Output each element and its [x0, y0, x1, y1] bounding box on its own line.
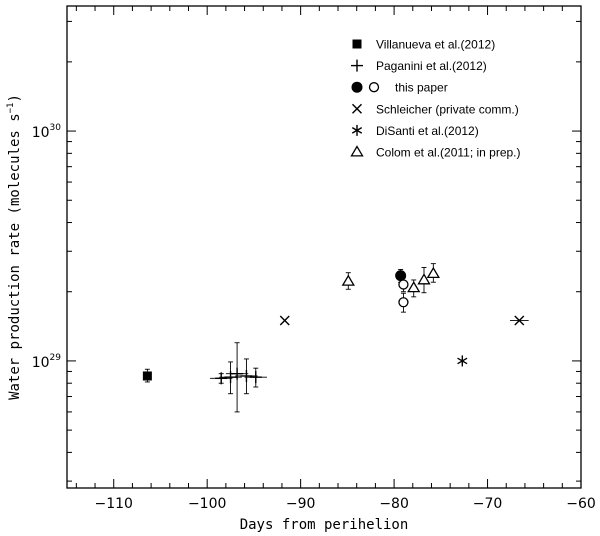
cross-b [279, 315, 290, 326]
data-point [398, 279, 409, 290]
legend-item: Villanueva et al.(2012) [352, 38, 495, 52]
data-point [142, 371, 152, 381]
legend-item: DiSanti et al.(2012) [351, 124, 479, 138]
series-1 [209, 342, 267, 413]
data-point [215, 372, 228, 385]
y-axis-label-close: ) [7, 94, 23, 102]
legend: Villanueva et al.(2012) Paganini et al.(2… [350, 38, 521, 160]
y-tick-label-exponent: 30 [50, 123, 62, 133]
series-3 [279, 315, 529, 326]
series-0 [142, 368, 152, 383]
plot-frame [66, 5, 582, 489]
series-5 [341, 263, 440, 298]
cross-b [352, 103, 362, 114]
data-point [514, 315, 525, 326]
x-tick-label: −110 [95, 496, 133, 512]
data-point [240, 369, 253, 382]
series-4 [457, 355, 468, 367]
y-tick-label-base: 10 [32, 125, 50, 141]
data-marks [142, 263, 529, 413]
legend-item: Colom et al.(2011; in prep.) [350, 145, 521, 160]
data-point [457, 355, 468, 367]
data-point [231, 367, 244, 380]
data-point [417, 273, 431, 285]
legend-marker [351, 124, 363, 136]
legend-label: Schleicher (private comm.) [376, 102, 519, 116]
data-point [407, 281, 421, 293]
legend-item: this paper [351, 81, 448, 95]
data-point [224, 371, 237, 384]
data-point [249, 371, 262, 384]
legend-label: Colom et al.(2011; in prep.) [376, 146, 521, 160]
legend-marker [352, 39, 362, 49]
data-point [398, 297, 409, 308]
y-tick-label: 1030 [32, 123, 62, 141]
legend-item: Schleicher (private comm.) [352, 102, 519, 116]
y-tick-label-base: 10 [32, 355, 50, 371]
series-2 [395, 269, 409, 313]
legend-marker [351, 81, 363, 93]
x-tick-label: −70 [473, 496, 503, 512]
legend-label: Paganini et al.(2012) [376, 59, 487, 73]
x-tick-label: −100 [188, 496, 226, 512]
y-axis-label-exponent: −1 [6, 103, 16, 114]
star-arm [351, 127, 363, 134]
legend-label: DiSanti et al.(2012) [376, 124, 479, 138]
y-axis-label: Water production rate (molecules s−1) [6, 94, 23, 400]
y-tick-label-exponent: 29 [50, 353, 62, 363]
legend-marker-2 [368, 82, 380, 93]
y-tick-label: 1029 [32, 353, 62, 371]
data-point [426, 266, 440, 279]
legend-marker [350, 145, 364, 157]
x-tick-label: −60 [566, 496, 596, 512]
legend-item: Paganini et al.(2012) [351, 59, 487, 73]
cross-b [514, 315, 525, 326]
legend-marker [351, 59, 363, 72]
legend-label: this paper [395, 81, 448, 95]
x-tick-label: −90 [286, 496, 316, 512]
data-point [279, 315, 290, 326]
legend-marker [352, 103, 362, 114]
x-tick-label: −80 [379, 496, 409, 512]
star-arm [457, 357, 468, 365]
x-axis-label: Days from perihelion [240, 517, 409, 533]
data-point [341, 274, 355, 286]
axis-ticks [67, 6, 582, 488]
y-axis-label-main: Water production rate (molecules s [7, 113, 23, 400]
legend-label: Villanueva et al.(2012) [376, 38, 495, 52]
